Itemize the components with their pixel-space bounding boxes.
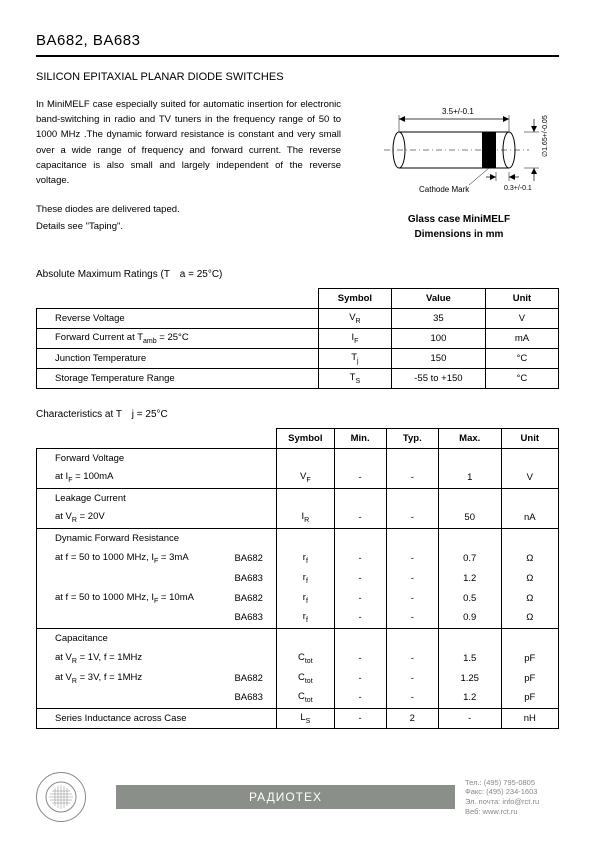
table-row: Capacitance xyxy=(37,628,559,648)
page-title: BA682, BA683 xyxy=(36,32,559,57)
contact-fax: Факс: (495) 234-1603 xyxy=(465,787,595,797)
table-row: BA683rf--1.2Ω xyxy=(37,568,559,588)
note-taped: These diodes are delivered taped. xyxy=(36,202,341,217)
page-footer: РАДИОТЕХ Тел.: (495) 795-0805 Факс: (495… xyxy=(0,772,595,822)
absmax-header xyxy=(37,288,319,308)
char-header: Min. xyxy=(334,428,386,448)
footer-contact: Тел.: (495) 795-0805 Факс: (495) 234-160… xyxy=(455,778,595,817)
company-logo xyxy=(36,772,86,822)
table-row: at VR = 20VIR--50nA xyxy=(37,508,559,528)
contact-tel: Тел.: (495) 795-0805 xyxy=(465,778,595,788)
abs-max-table: SymbolValueUnit Reverse VoltageVR35VForw… xyxy=(36,288,559,389)
table-row: Forward Current at Tamb = 25°CIF100mA xyxy=(37,328,559,348)
table-row: Leakage Current xyxy=(37,488,559,508)
table-row: Junction TemperatureTj150°C xyxy=(37,348,559,368)
contact-email: Эл. почта: info@rct.ru xyxy=(465,797,595,807)
char-title: Characteristics at T j = 25°C xyxy=(36,405,559,420)
absmax-header: Unit xyxy=(485,288,558,308)
description-text: In MiniMELF case especially suited for a… xyxy=(36,97,341,188)
minimelf-svg: 3.5+/-0.1 ∅1.65+/-0.05 0.3+/-0.1 Cathode… xyxy=(364,97,554,207)
diagram-caption-1: Glass case MiniMELF xyxy=(359,212,559,227)
table-row: BA683Ctot--1.2pF xyxy=(37,688,559,708)
package-diagram: 3.5+/-0.1 ∅1.65+/-0.05 0.3+/-0.1 Cathode… xyxy=(359,97,559,249)
table-row: Storage Temperature RangeTS-55 to +150°C xyxy=(37,368,559,388)
char-header: Symbol xyxy=(277,428,334,448)
table-row: Forward Voltage xyxy=(37,448,559,468)
table-row: at VR = 3V, f = 1MHzBA682Ctot--1.25pF xyxy=(37,668,559,688)
absmax-header: Value xyxy=(391,288,485,308)
diagram-caption-2: Dimensions in mm xyxy=(359,227,559,242)
dim-diameter: ∅1.65+/-0.05 xyxy=(542,115,549,157)
logo-icon xyxy=(44,780,78,814)
cathode-label: Cathode Mark xyxy=(419,185,470,194)
dim-band: 0.3+/-0.1 xyxy=(504,185,532,192)
footer-brand-bar: РАДИОТЕХ xyxy=(116,785,455,809)
char-table: SymbolMin.Typ.Max.Unit Forward Voltageat… xyxy=(36,428,559,729)
table-row: at f = 50 to 1000 MHz, IF = 3mABA682rf--… xyxy=(37,548,559,568)
contact-web: Веб: www.rct.ru xyxy=(465,807,595,817)
char-header: Max. xyxy=(438,428,501,448)
table-row: Reverse VoltageVR35V xyxy=(37,308,559,328)
note-taping: Details see "Taping". xyxy=(36,219,341,234)
table-row: Series Inductance across CaseLS-2-nH xyxy=(37,708,559,728)
table-row: BA683rf--0.9Ω xyxy=(37,608,559,628)
table-row: at f = 50 to 1000 MHz, IF = 10mABA682rf-… xyxy=(37,588,559,608)
table-row: at VR = 1V, f = 1MHzCtot--1.5pF xyxy=(37,648,559,668)
absmax-header: Symbol xyxy=(318,288,391,308)
abs-max-title: Absolute Maximum Ratings (T a = 25°C) xyxy=(36,265,559,280)
char-header: Typ. xyxy=(386,428,438,448)
intro-row: In MiniMELF case especially suited for a… xyxy=(36,97,559,249)
table-row: Dynamic Forward Resistance xyxy=(37,528,559,548)
table-row: at IF = 100mAVF--1V xyxy=(37,468,559,488)
dim-top: 3.5+/-0.1 xyxy=(442,107,474,116)
char-header xyxy=(37,428,277,448)
char-header: Unit xyxy=(501,428,558,448)
subtitle: SILICON EPITAXIAL PLANAR DIODE SWITCHES xyxy=(36,71,559,83)
